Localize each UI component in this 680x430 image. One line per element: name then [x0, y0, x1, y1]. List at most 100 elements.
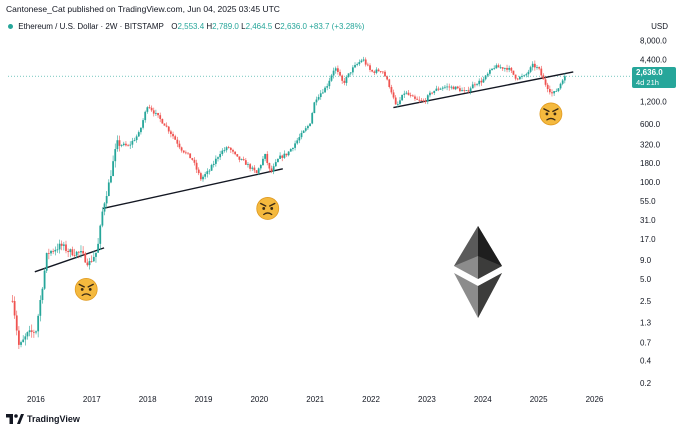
time-tick-label: 2022	[362, 395, 380, 404]
angry-face-icon	[539, 102, 563, 126]
candle	[313, 101, 316, 114]
candle	[148, 104, 151, 109]
candle	[232, 148, 234, 155]
candle	[101, 207, 104, 228]
candle	[195, 159, 198, 173]
candle	[180, 146, 183, 153]
price-tick-label: 17.0	[640, 235, 656, 244]
time-tick-label: 2026	[586, 395, 604, 404]
candle	[354, 62, 356, 69]
candle	[433, 90, 436, 95]
candle	[30, 324, 33, 338]
candle	[551, 89, 553, 97]
candle	[501, 67, 504, 71]
candle	[548, 85, 551, 95]
time-tick-label: 2021	[306, 395, 324, 404]
candle	[217, 156, 219, 162]
candle	[536, 65, 538, 70]
candle	[441, 86, 444, 91]
candle	[448, 83, 451, 91]
candle	[364, 57, 367, 67]
candle	[298, 133, 301, 144]
candle	[294, 140, 296, 151]
price-tick-label: 0.4	[640, 356, 652, 365]
candle	[463, 86, 466, 93]
candle	[178, 140, 181, 150]
candle	[322, 88, 324, 95]
candle	[527, 69, 530, 78]
candle	[135, 134, 138, 143]
candle	[336, 65, 339, 75]
candle	[315, 96, 318, 106]
candle	[39, 295, 42, 322]
candle	[381, 71, 384, 74]
candle	[238, 156, 241, 163]
candle	[75, 250, 78, 259]
candle	[377, 68, 380, 72]
candle	[431, 91, 433, 95]
candle	[214, 155, 217, 167]
candle	[197, 167, 200, 176]
candle	[52, 248, 55, 255]
candle	[360, 58, 363, 63]
candle	[559, 82, 562, 90]
candle	[452, 85, 455, 90]
candle	[242, 156, 245, 161]
brand-name: TradingView	[27, 414, 80, 424]
price-axis[interactable]: 8,000.04,400.02,400.01,200.0600.0320.018…	[640, 36, 667, 387]
candle	[268, 162, 271, 172]
tradingview-footer[interactable]: TradingView	[6, 414, 80, 424]
candle	[208, 168, 211, 175]
candle	[512, 70, 515, 76]
candle	[212, 160, 215, 168]
low-value: 2,464.5	[245, 22, 273, 31]
candle	[561, 79, 564, 86]
candle	[461, 87, 463, 92]
candle	[285, 153, 288, 157]
candle	[358, 59, 361, 66]
candle	[112, 155, 114, 177]
price-tick-label: 1.3	[640, 318, 652, 327]
candle	[58, 239, 61, 254]
candle	[480, 77, 483, 86]
candle	[176, 136, 179, 148]
candle	[125, 141, 127, 147]
candle	[270, 165, 273, 174]
time-axis[interactable]: 2016 2017 2018 2019 2020 2021 2022 2023 2024 2025…	[27, 395, 604, 404]
candle	[24, 333, 27, 346]
candle	[444, 84, 446, 90]
candle	[328, 77, 331, 89]
candle	[234, 151, 237, 156]
candle	[236, 154, 239, 157]
low-label: L	[241, 22, 246, 31]
candle	[369, 63, 371, 73]
candle	[77, 250, 80, 259]
symbol-title[interactable]: Ethereum / U.S. Dollar · 2W · BITSTAMP	[18, 22, 164, 31]
candle	[45, 252, 48, 274]
close-value: 2,636.0	[280, 22, 307, 31]
currency-label[interactable]: USD	[651, 22, 668, 31]
candle	[553, 90, 556, 96]
candle	[266, 151, 269, 166]
candle	[304, 125, 307, 133]
candle	[95, 252, 97, 263]
candle	[454, 86, 457, 91]
candle	[122, 141, 125, 147]
candle	[249, 162, 252, 172]
candle	[420, 98, 423, 102]
candle	[544, 76, 547, 87]
candle	[82, 246, 85, 256]
candle	[15, 310, 18, 336]
candle	[339, 69, 341, 77]
price-tick-label: 31.0	[640, 216, 656, 225]
candle	[157, 112, 159, 118]
last-price-value: 2,636.0	[636, 68, 663, 77]
candle	[88, 257, 91, 270]
candle	[446, 83, 448, 91]
candle	[435, 85, 438, 92]
candle	[169, 129, 172, 138]
candle	[429, 90, 431, 98]
candle	[229, 147, 232, 154]
price-tick-label: 2.5	[640, 297, 652, 306]
